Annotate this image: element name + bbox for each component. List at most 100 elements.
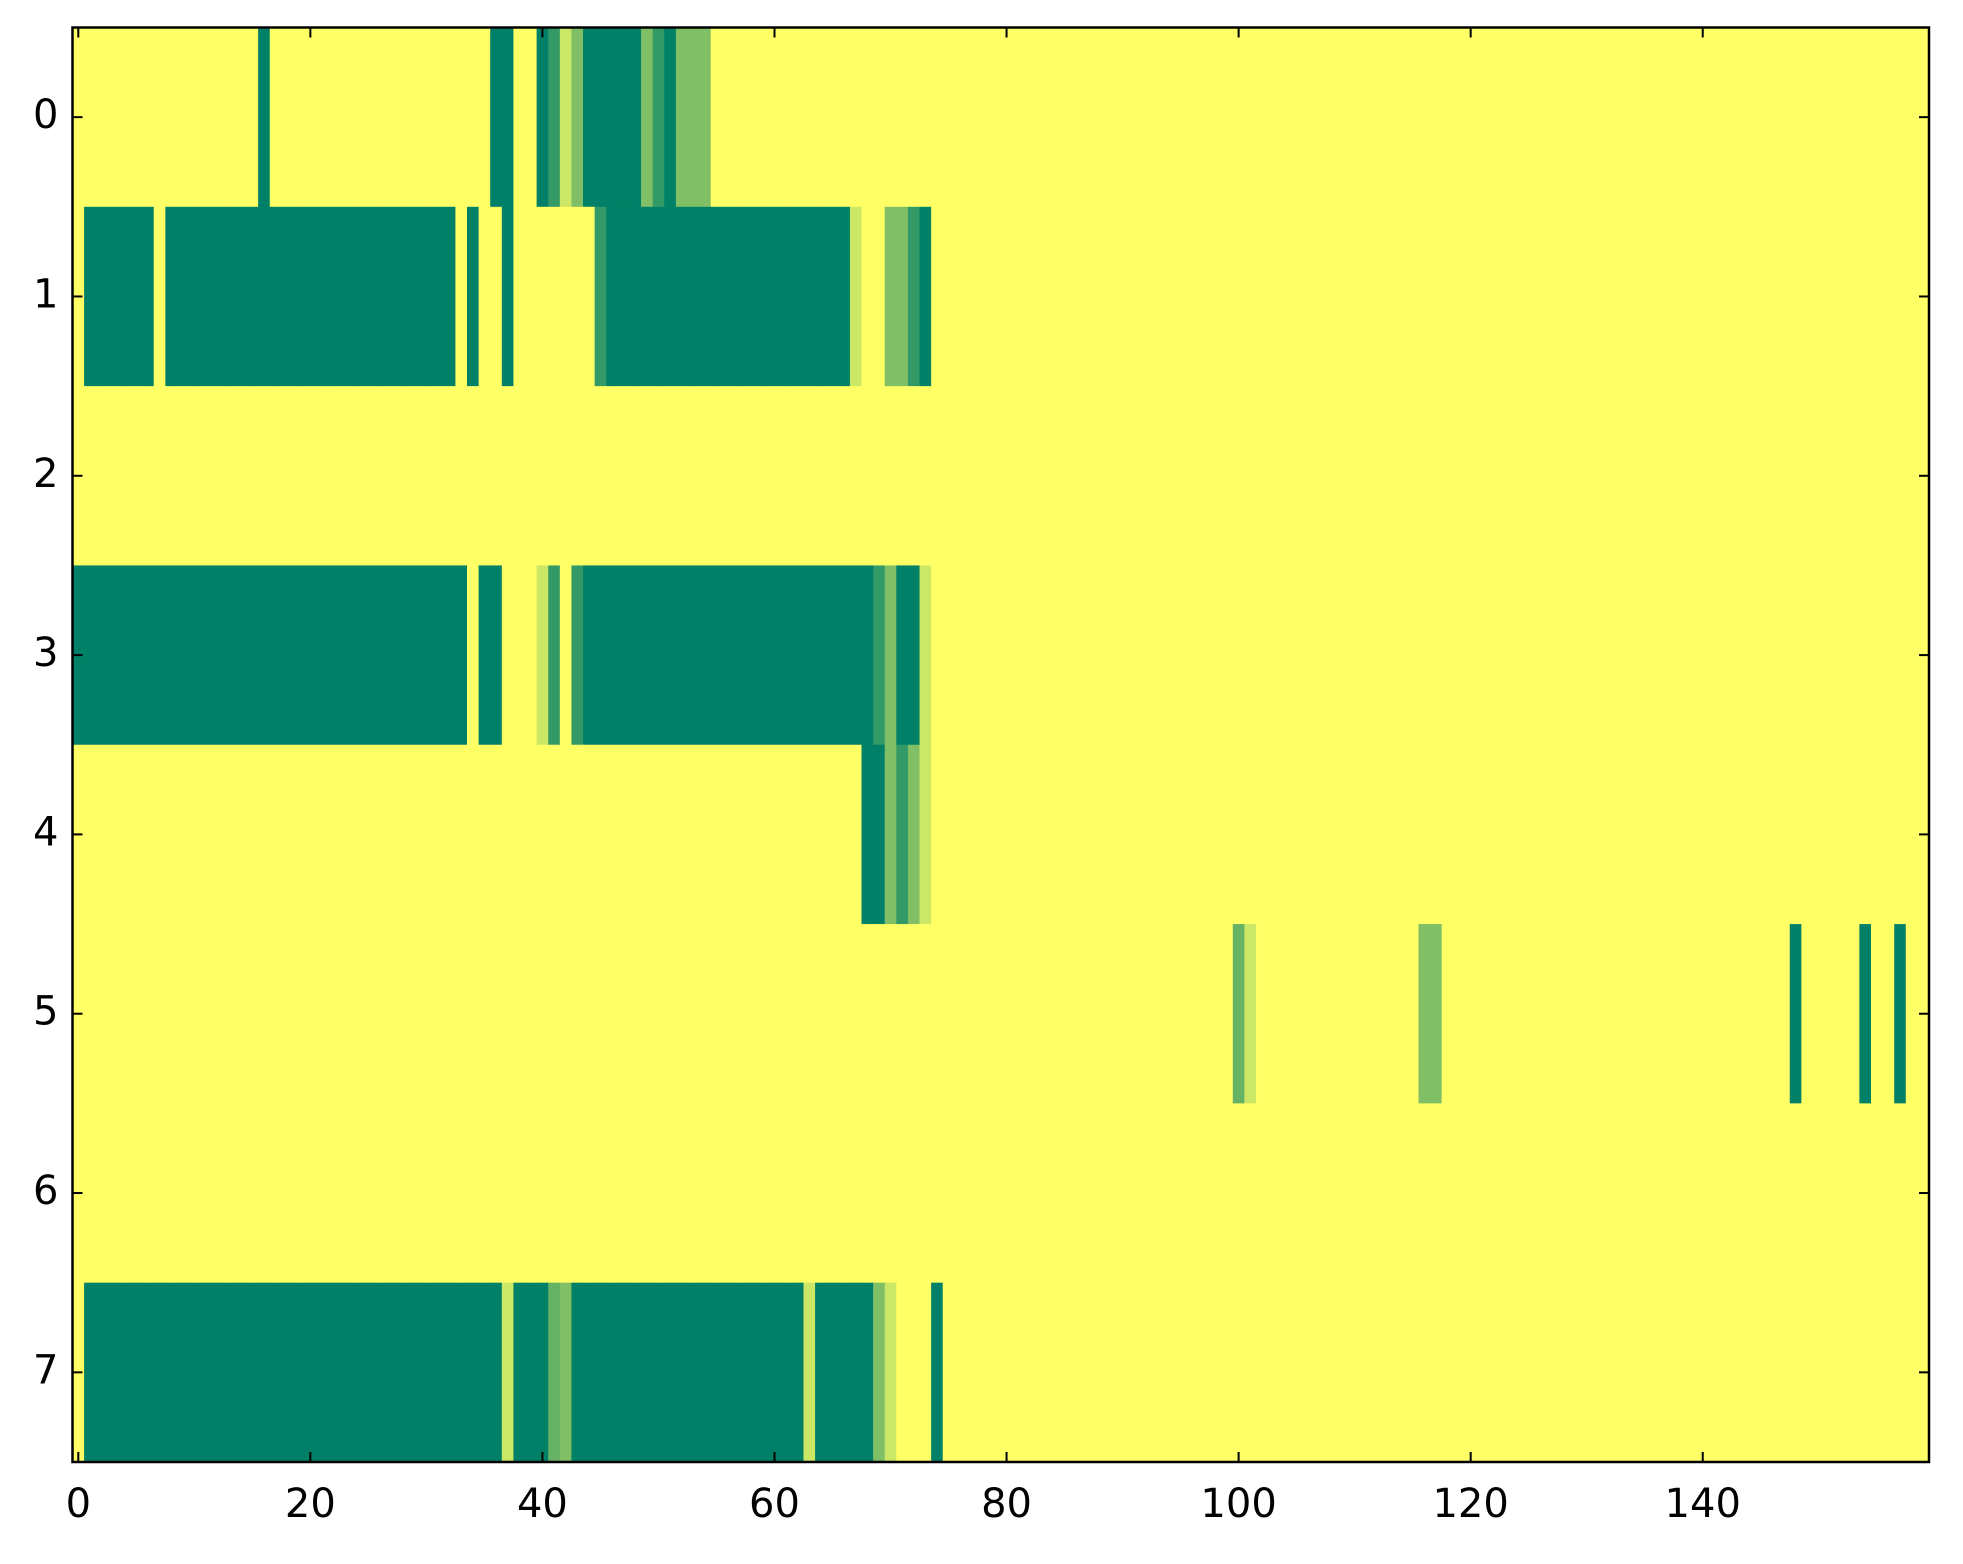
heatmap-cell — [919, 924, 932, 1104]
heatmap-cell — [1023, 1103, 1037, 1284]
heatmap-cell — [1592, 206, 1605, 387]
heatmap-cell — [1418, 565, 1431, 746]
heatmap-cell — [1418, 1103, 1431, 1284]
heatmap-cell — [1186, 206, 1199, 387]
heatmap-cell — [559, 206, 573, 387]
heatmap-cell — [95, 386, 108, 567]
heatmap-cell — [687, 924, 700, 1104]
heatmap-cell — [1894, 565, 1907, 746]
heatmap-cell — [1615, 1282, 1628, 1463]
heatmap-cell — [443, 744, 457, 925]
heatmap-cell — [513, 744, 526, 925]
heatmap-cell — [223, 206, 236, 387]
heatmap-cell — [907, 206, 921, 387]
x-tick-label: 100 — [1200, 1481, 1276, 1527]
heatmap-cell — [443, 1103, 457, 1284]
heatmap-cell — [1766, 565, 1779, 746]
heatmap-cell — [1267, 386, 1280, 567]
heatmap-cell — [1824, 1103, 1837, 1284]
heatmap-cell — [710, 565, 723, 746]
heatmap-cell — [1058, 27, 1071, 208]
heatmap-cell — [722, 1103, 735, 1284]
heatmap-cell — [710, 924, 723, 1104]
heatmap-cell — [443, 565, 457, 746]
heatmap-cell — [1116, 386, 1129, 567]
heatmap-cell — [931, 27, 944, 208]
heatmap-cell — [1604, 924, 1617, 1104]
y-tick-label: 3 — [33, 630, 58, 676]
heatmap-cell — [1279, 206, 1292, 387]
heatmap-cell — [153, 924, 166, 1104]
heatmap-cell — [757, 565, 770, 746]
heatmap-cell — [1314, 565, 1327, 746]
heatmap-cell — [200, 386, 213, 567]
heatmap-cell — [223, 744, 236, 925]
heatmap-cell — [1372, 924, 1385, 1104]
heatmap-cell — [1534, 1282, 1547, 1463]
heatmap-cell — [1372, 1282, 1385, 1463]
heatmap-cell — [907, 744, 921, 925]
heatmap-cell — [234, 386, 248, 567]
heatmap-cell — [1290, 27, 1304, 208]
heatmap-cell — [501, 1282, 515, 1463]
heatmap-cell — [675, 744, 689, 925]
heatmap-cell — [617, 27, 631, 208]
heatmap-cell — [1882, 1282, 1895, 1463]
heatmap-cell — [989, 206, 1002, 387]
heatmap-cell — [455, 206, 468, 387]
heatmap-cell — [1151, 206, 1164, 387]
heatmap-cell — [1847, 1103, 1860, 1284]
heatmap-cell — [652, 744, 665, 925]
heatmap-cell — [1662, 744, 1675, 925]
heatmap-cell — [1337, 744, 1350, 925]
heatmap-cell — [1592, 1282, 1605, 1463]
heatmap-cell — [478, 386, 491, 567]
heatmap-cell — [838, 1103, 851, 1284]
plot-frame — [71, 26, 1931, 1464]
heatmap-cell — [142, 565, 155, 746]
heatmap-cell — [269, 1282, 282, 1463]
heatmap-cell — [258, 206, 271, 387]
heatmap-cell — [1209, 206, 1222, 387]
heatmap-cell — [699, 206, 712, 387]
heatmap-cell — [1360, 924, 1373, 1104]
heatmap-cell — [1000, 1103, 1013, 1284]
heatmap-cell — [1023, 27, 1037, 208]
heatmap-cell — [757, 206, 770, 387]
heatmap-cell — [1151, 1282, 1164, 1463]
heatmap-cell — [1302, 1282, 1315, 1463]
heatmap-cell — [583, 1282, 596, 1463]
heatmap-cell — [1592, 924, 1605, 1104]
heatmap-cell — [977, 27, 990, 208]
heatmap-cell — [1209, 1282, 1222, 1463]
heatmap-cell — [1615, 27, 1628, 208]
heatmap-cell — [1812, 744, 1826, 925]
heatmap-cell — [536, 744, 549, 925]
heatmap-cell — [501, 565, 515, 746]
heatmap-cell — [617, 206, 631, 387]
heatmap-cell — [1511, 1282, 1524, 1463]
heatmap-cell — [977, 924, 990, 1104]
heatmap-cell — [1650, 206, 1663, 387]
heatmap-cell — [1325, 1103, 1338, 1284]
heatmap-cell — [1395, 386, 1408, 567]
heatmap-cell — [1754, 27, 1768, 208]
heatmap-cell — [1778, 1103, 1791, 1284]
heatmap-cell — [1696, 1103, 1710, 1284]
heatmap-cell — [757, 27, 770, 208]
heatmap-cell — [1778, 27, 1791, 208]
heatmap-cell — [826, 1103, 839, 1284]
heatmap-cell — [1186, 1282, 1199, 1463]
heatmap-cell — [873, 744, 886, 925]
heatmap-cell — [1708, 744, 1721, 925]
heatmap-cell — [1754, 386, 1768, 567]
heatmap-cell — [1546, 1103, 1559, 1284]
heatmap-cell — [1000, 386, 1013, 567]
heatmap-cell — [1499, 1282, 1512, 1463]
heatmap-cell — [1116, 27, 1129, 208]
heatmap-cell — [1116, 924, 1129, 1104]
heatmap-cell — [641, 565, 654, 746]
heatmap-cell — [1476, 27, 1489, 208]
heatmap-cell — [1337, 27, 1350, 208]
heatmap-cell — [1244, 924, 1257, 1104]
